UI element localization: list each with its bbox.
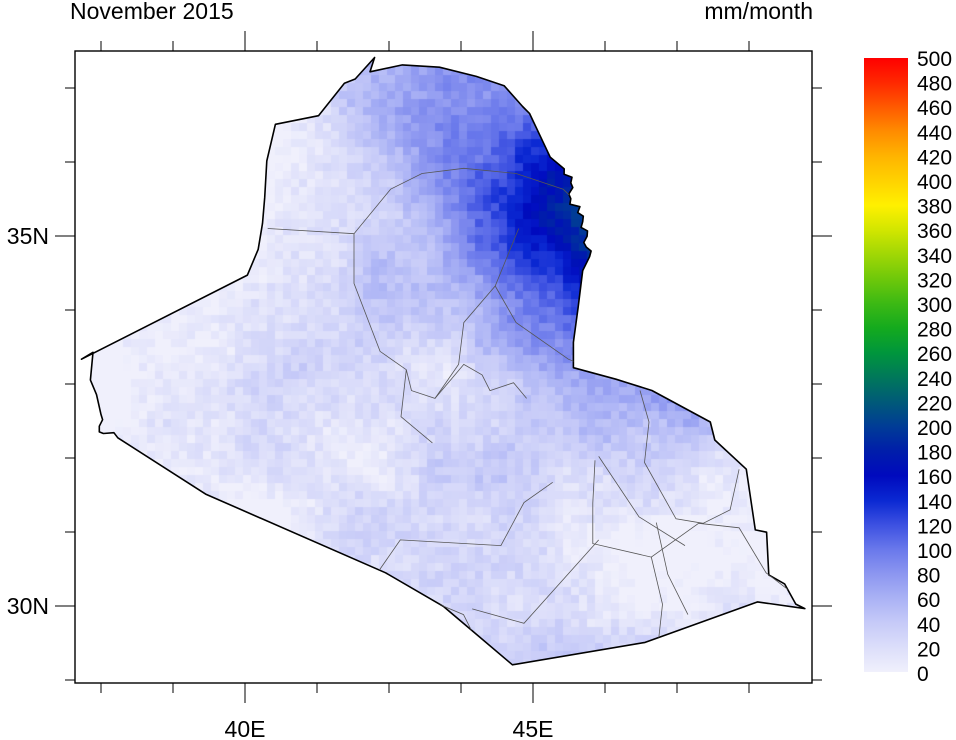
svg-text:280: 280 [917,319,952,342]
svg-text:100: 100 [917,540,952,563]
svg-text:160: 160 [917,466,952,489]
svg-text:45E: 45E [513,716,554,740]
svg-text:80: 80 [917,565,940,588]
svg-text:340: 340 [917,245,952,268]
svg-text:0: 0 [917,663,929,686]
svg-text:320: 320 [917,269,952,292]
svg-text:360: 360 [917,220,952,243]
svg-text:40: 40 [917,614,940,637]
svg-text:20: 20 [917,638,940,661]
svg-text:November 2015: November 2015 [70,0,234,24]
svg-text:60: 60 [917,589,940,612]
svg-text:120: 120 [917,515,952,538]
svg-text:420: 420 [917,146,952,169]
svg-text:40E: 40E [225,716,266,740]
svg-text:260: 260 [917,343,952,366]
svg-text:200: 200 [917,417,952,440]
svg-text:140: 140 [917,491,952,514]
svg-text:480: 480 [917,73,952,96]
svg-text:460: 460 [917,97,952,120]
svg-text:240: 240 [917,368,952,391]
svg-text:mm/month: mm/month [704,0,813,24]
svg-text:380: 380 [917,196,952,219]
svg-text:35N: 35N [7,223,49,249]
svg-text:30N: 30N [7,593,49,619]
svg-text:500: 500 [917,48,952,71]
svg-text:440: 440 [917,122,952,145]
svg-text:180: 180 [917,442,952,465]
svg-text:300: 300 [917,294,952,317]
svg-text:400: 400 [917,171,952,194]
svg-text:220: 220 [917,392,952,415]
